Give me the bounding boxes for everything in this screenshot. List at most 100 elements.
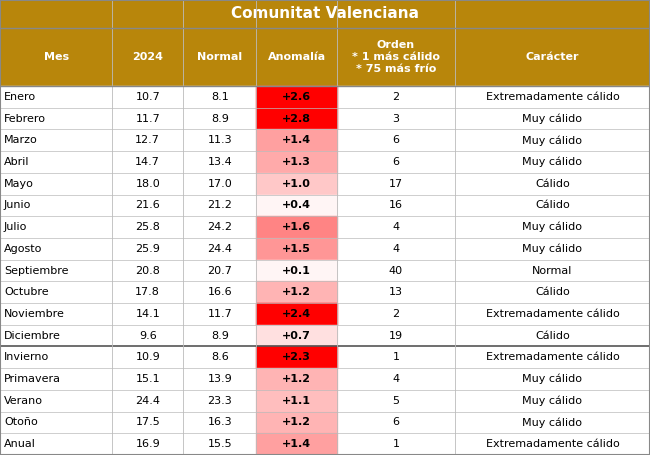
Text: 17.5: 17.5 xyxy=(135,417,160,427)
Bar xyxy=(257,86,337,108)
Text: +1.3: +1.3 xyxy=(282,157,311,167)
Bar xyxy=(0,216,650,238)
Text: Muy cálido: Muy cálido xyxy=(523,113,582,124)
Bar xyxy=(257,108,337,129)
Bar xyxy=(257,151,337,173)
Bar xyxy=(0,28,650,86)
Text: 14.1: 14.1 xyxy=(135,309,160,319)
Text: 17.8: 17.8 xyxy=(135,287,160,297)
Bar xyxy=(0,368,650,390)
Text: Agosto: Agosto xyxy=(4,244,42,254)
Text: +1.6: +1.6 xyxy=(282,222,311,232)
Bar xyxy=(257,303,337,325)
Text: 21.6: 21.6 xyxy=(135,200,160,210)
Text: +1.5: +1.5 xyxy=(282,244,311,254)
Text: Extremadamente cálido: Extremadamente cálido xyxy=(486,309,619,319)
Text: 10.9: 10.9 xyxy=(135,352,160,362)
Text: 2024: 2024 xyxy=(132,52,163,62)
Text: +2.6: +2.6 xyxy=(282,92,311,102)
Bar xyxy=(257,195,337,216)
Text: 17.0: 17.0 xyxy=(207,179,232,189)
Bar xyxy=(0,173,650,195)
Text: 8.9: 8.9 xyxy=(211,331,229,341)
Text: 16.9: 16.9 xyxy=(135,439,160,449)
Text: Invierno: Invierno xyxy=(4,352,49,362)
Text: 11.7: 11.7 xyxy=(207,309,232,319)
Text: 16.6: 16.6 xyxy=(207,287,232,297)
Text: Carácter: Carácter xyxy=(526,52,579,62)
Bar xyxy=(257,216,337,238)
Text: 3: 3 xyxy=(393,114,399,124)
Text: Julio: Julio xyxy=(4,222,27,232)
Text: +2.4: +2.4 xyxy=(282,309,311,319)
Text: 11.3: 11.3 xyxy=(207,135,232,145)
Text: Verano: Verano xyxy=(4,396,43,406)
Bar xyxy=(0,108,650,129)
Text: 40: 40 xyxy=(389,266,403,275)
Text: +1.4: +1.4 xyxy=(282,439,311,449)
Text: Muy cálido: Muy cálido xyxy=(523,243,582,254)
Text: 17: 17 xyxy=(389,179,403,189)
Text: Primavera: Primavera xyxy=(4,374,61,384)
Text: Otoño: Otoño xyxy=(4,417,38,427)
Text: 24.4: 24.4 xyxy=(135,396,161,406)
Text: +0.1: +0.1 xyxy=(282,266,311,275)
Text: Cálido: Cálido xyxy=(535,331,570,341)
Bar xyxy=(257,325,337,346)
Text: 1: 1 xyxy=(393,352,399,362)
Text: 15.1: 15.1 xyxy=(135,374,160,384)
Text: 25.8: 25.8 xyxy=(135,222,160,232)
Text: 6: 6 xyxy=(393,417,399,427)
Text: Mes: Mes xyxy=(44,52,69,62)
Text: +1.2: +1.2 xyxy=(282,417,311,427)
Text: +2.3: +2.3 xyxy=(282,352,311,362)
Text: Muy cálido: Muy cálido xyxy=(523,157,582,167)
Bar xyxy=(0,129,650,151)
Bar xyxy=(257,173,337,195)
Text: Mayo: Mayo xyxy=(4,179,34,189)
Bar xyxy=(0,0,650,28)
Text: +1.2: +1.2 xyxy=(282,287,311,297)
Text: 6: 6 xyxy=(393,135,399,145)
Text: Cálido: Cálido xyxy=(535,287,570,297)
Text: 2: 2 xyxy=(393,309,400,319)
Text: 5: 5 xyxy=(393,396,399,406)
Bar xyxy=(0,281,650,303)
Bar xyxy=(0,346,650,368)
Text: 18.0: 18.0 xyxy=(135,179,160,189)
Text: +1.0: +1.0 xyxy=(282,179,311,189)
Bar xyxy=(257,238,337,260)
Text: 19: 19 xyxy=(389,331,403,341)
Text: 8.6: 8.6 xyxy=(211,352,229,362)
Bar xyxy=(257,129,337,151)
Text: Abril: Abril xyxy=(4,157,29,167)
Bar xyxy=(0,412,650,433)
Text: +1.4: +1.4 xyxy=(282,135,311,145)
Text: Enero: Enero xyxy=(4,92,36,102)
Bar xyxy=(0,325,650,346)
Text: Cálido: Cálido xyxy=(535,200,570,210)
Text: +2.8: +2.8 xyxy=(282,114,311,124)
Text: Orden
* 1 más cálido
* 75 más frío: Orden * 1 más cálido * 75 más frío xyxy=(352,40,440,74)
Text: 16.3: 16.3 xyxy=(207,417,232,427)
Text: 20.7: 20.7 xyxy=(207,266,232,275)
Text: 12.7: 12.7 xyxy=(135,135,160,145)
Bar xyxy=(257,260,337,281)
Text: 9.6: 9.6 xyxy=(139,331,157,341)
Text: Noviembre: Noviembre xyxy=(4,309,65,319)
Text: Febrero: Febrero xyxy=(4,114,46,124)
Text: 16: 16 xyxy=(389,200,403,210)
Text: 23.3: 23.3 xyxy=(207,396,232,406)
Text: 4: 4 xyxy=(393,222,400,232)
Text: Diciembre: Diciembre xyxy=(4,331,61,341)
Bar xyxy=(0,86,650,108)
Text: Muy cálido: Muy cálido xyxy=(523,417,582,428)
Text: 4: 4 xyxy=(393,244,400,254)
Text: 24.2: 24.2 xyxy=(207,222,232,232)
Text: +1.1: +1.1 xyxy=(282,396,311,406)
Bar xyxy=(257,390,337,412)
Text: 10.7: 10.7 xyxy=(135,92,160,102)
Text: Anual: Anual xyxy=(4,439,36,449)
Text: Octubre: Octubre xyxy=(4,287,49,297)
Text: Normal: Normal xyxy=(532,266,573,275)
